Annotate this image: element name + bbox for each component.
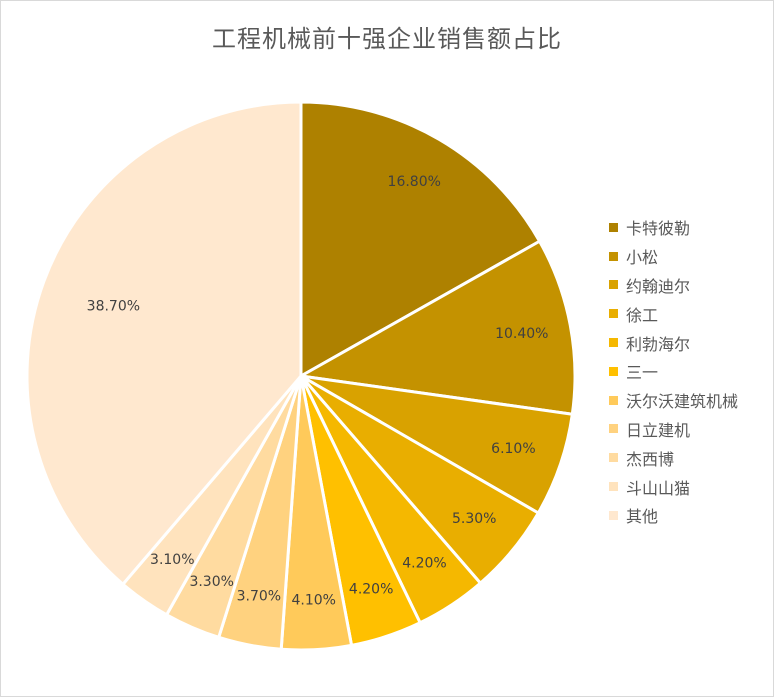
- legend-label: 其他: [626, 507, 659, 527]
- legend-swatch: [609, 222, 618, 232]
- legend-item-8: 日立建机: [609, 415, 738, 444]
- legend-swatch: [609, 424, 618, 434]
- legend-item-4: 徐工: [609, 299, 738, 328]
- legend-item-9: 杰西博: [609, 443, 738, 472]
- legend-item-1: 卡特彼勒: [609, 213, 738, 242]
- legend-label: 杰西博: [626, 449, 675, 469]
- legend-label: 利勃海尔: [626, 334, 691, 354]
- legend-swatch: [609, 338, 618, 348]
- pie-slice-1: [299, 100, 542, 379]
- legend-swatch: [609, 453, 618, 463]
- legend-item-11: 其他: [609, 501, 738, 530]
- data-label-8: 3.70%: [237, 589, 281, 605]
- legend-item-3: 约翰迪尔: [609, 271, 738, 300]
- legend-label: 徐工: [626, 305, 659, 325]
- data-label-11: 38.70%: [87, 299, 140, 315]
- legend-label: 三一: [626, 363, 659, 383]
- chart-title: 工程机械前十强企业销售额占比: [212, 25, 562, 53]
- legend-swatch: [609, 482, 618, 492]
- legend-item-2: 小松: [609, 242, 738, 271]
- legend-label: 小松: [626, 248, 659, 268]
- data-label-5: 4.20%: [402, 556, 446, 572]
- legend-item-10: 斗山山猫: [609, 472, 738, 501]
- data-label-4: 5.30%: [452, 511, 496, 527]
- legend-swatch: [609, 309, 618, 319]
- legend-swatch: [609, 395, 618, 405]
- legend-label: 约翰迪尔: [626, 276, 691, 296]
- data-label-3: 6.10%: [491, 441, 535, 457]
- legend-label: 斗山山猫: [626, 478, 691, 498]
- legend-swatch: [609, 366, 618, 376]
- data-label-10: 3.10%: [150, 552, 194, 568]
- legend-swatch: [609, 510, 618, 520]
- legend-item-5: 利勃海尔: [609, 328, 738, 357]
- legend-label: 卡特彼勒: [626, 219, 691, 239]
- legend-swatch: [609, 280, 618, 290]
- data-label-9: 3.30%: [189, 574, 233, 590]
- legend-label: 沃尔沃建筑机械: [626, 392, 739, 412]
- legend-item-7: 沃尔沃建筑机械: [609, 386, 738, 415]
- pie-slice-11: [25, 100, 303, 587]
- legend-item-6: 三一: [609, 357, 738, 386]
- data-label-7: 4.10%: [291, 592, 335, 608]
- legend-label: 日立建机: [626, 420, 691, 440]
- legend-swatch: [609, 251, 618, 261]
- data-label-1: 16.80%: [388, 174, 441, 190]
- data-label-2: 10.40%: [495, 326, 548, 342]
- legend: 卡特彼勒小松约翰迪尔徐工利勃海尔三一沃尔沃建筑机械 日立建机杰西博斗山山猫其他: [609, 213, 738, 530]
- pie-slice-2: [296, 239, 577, 416]
- data-label-6: 4.20%: [349, 581, 393, 597]
